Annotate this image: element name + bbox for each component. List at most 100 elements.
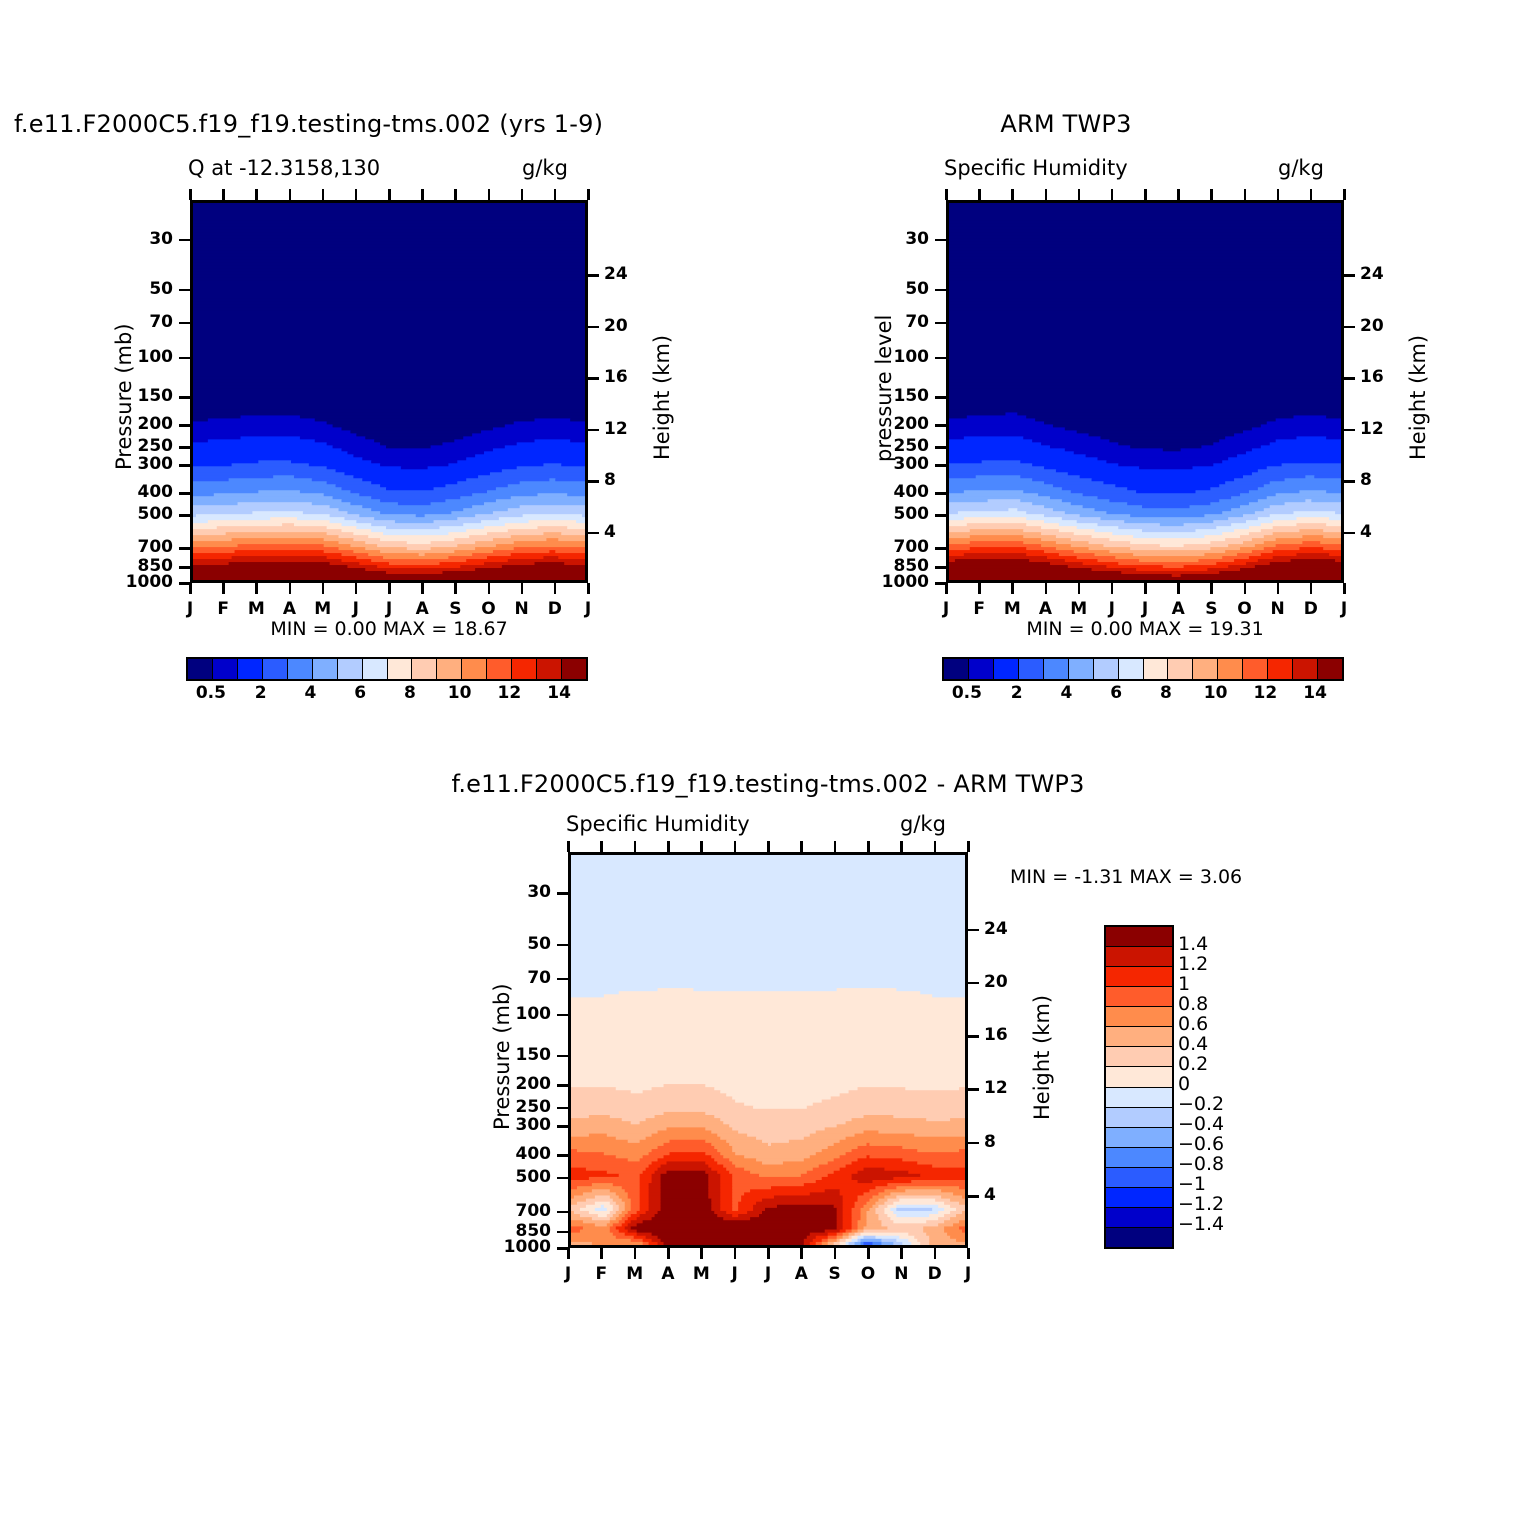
height-tick: [1344, 428, 1355, 432]
month-label: O: [481, 599, 496, 619]
bottom-tick: [1011, 583, 1014, 594]
colorbar-label: 14: [1303, 683, 1327, 703]
top-tick: [667, 841, 670, 852]
pressure-tick: [179, 396, 190, 399]
month-label: M: [314, 599, 332, 619]
colorbar-cell-5: [1068, 659, 1094, 679]
top-tick: [255, 189, 258, 200]
pressure-tick: [179, 356, 190, 360]
model-panel-subtitle: Q at -12.3158,130: [188, 156, 381, 180]
pressure-tick-label: 400: [893, 482, 930, 503]
colorbar-cell-14: [537, 659, 563, 679]
colorbar-cell-15: [562, 659, 586, 679]
colorbar-cell-4: [287, 659, 313, 679]
colorbar-cell-9: [412, 659, 438, 679]
pressure-tick-label: 500: [137, 504, 174, 525]
diff-legend-cell-13: [1106, 1187, 1172, 1208]
top-tick: [833, 841, 837, 852]
bottom-tick: [1243, 583, 1246, 594]
month-label: N: [514, 599, 529, 619]
bottom-tick: [1210, 583, 1213, 594]
month-label: J: [564, 1264, 572, 1284]
diff-legend-label: 0.4: [1178, 1033, 1209, 1055]
colorbar-cell-14: [1293, 659, 1319, 679]
diff-ylabel-height: Height (km): [1030, 994, 1054, 1120]
top-tick: [388, 189, 391, 200]
obs-colorbar-labels: 0.5 2 4 6 8 10 12 14: [942, 683, 1340, 709]
pressure-tick-label: 50: [905, 278, 929, 299]
pressure-tick: [557, 1210, 568, 1214]
pressure-tick-label: 30: [527, 882, 551, 903]
pressure-tick-label: 400: [137, 482, 174, 503]
height-tick-label: 8: [604, 470, 616, 491]
colorbar-label: 10: [1203, 683, 1228, 703]
bottom-tick: [978, 583, 981, 594]
obs-axis-ticks: J F M A M J J A S O N D J 30 50 70 100 150 200 250 300 400 500…: [882, 189, 1384, 619]
colorbar-cell-13: [1268, 659, 1294, 679]
bottom-tick: [1309, 583, 1313, 594]
diff-contour-canvas: [571, 855, 965, 1245]
top-tick: [1243, 189, 1246, 200]
height-tick: [968, 928, 979, 932]
top-tick: [1343, 189, 1346, 200]
diff-minmax: MIN = -1.31 MAX = 3.06: [1010, 866, 1243, 888]
bottom-tick: [600, 1248, 603, 1259]
bottom-tick: [967, 1248, 970, 1259]
height-tick-label: 4: [604, 521, 616, 542]
height-tick-label: 16: [604, 367, 628, 388]
bottom-tick: [553, 583, 557, 594]
pressure-tick-label: 500: [515, 1166, 552, 1187]
pressure-tick: [935, 514, 946, 517]
bottom-tick: [867, 1248, 870, 1259]
top-tick: [1011, 189, 1014, 200]
pressure-tick: [935, 356, 946, 360]
pressure-tick-label: 30: [905, 228, 929, 249]
month-label: A: [415, 599, 429, 619]
colorbar-label: 4: [1060, 683, 1073, 703]
pressure-tick-label: 700: [137, 537, 174, 558]
bottom-tick: [1177, 583, 1180, 594]
colorbar-label: 8: [1159, 683, 1172, 703]
obs-minmax: MIN = 0.00 MAX = 19.31: [1026, 618, 1264, 640]
pressure-tick: [179, 288, 190, 292]
colorbar-cell-1: [968, 659, 994, 679]
diff-legend-label: 0.8: [1178, 993, 1209, 1015]
colorbar-cell-9: [1168, 659, 1194, 679]
month-label: A: [282, 599, 297, 619]
pressure-tick: [935, 492, 946, 495]
pressure-tick: [557, 1125, 568, 1128]
month-label: M: [1003, 599, 1021, 619]
month-label: J: [942, 599, 950, 619]
diff-legend-cell-7: [1106, 1067, 1172, 1088]
colorbar-label: 0.5: [951, 683, 982, 703]
diff-legend-label: −0.6: [1178, 1133, 1225, 1155]
height-tick-label: 20: [604, 315, 628, 336]
model-axis-ticks: J F M A M J J A S O N D J 30 50 70 100 150 200 250 300 400 500…: [126, 189, 628, 619]
pressure-tick: [557, 1247, 568, 1250]
month-label: J: [1340, 599, 1348, 619]
height-tick: [1344, 377, 1355, 380]
diff-panel-units: g/kg: [900, 812, 946, 836]
bottom-tick: [288, 583, 291, 594]
height-tick-label: 4: [1360, 521, 1372, 542]
height-tick-label: 16: [984, 1025, 1008, 1046]
diff-legend-cell-12: [1106, 1167, 1172, 1188]
top-tick: [633, 841, 637, 852]
month-label: A: [794, 1264, 808, 1284]
pressure-tick: [557, 977, 568, 981]
diff-legend-cell-2: [1106, 967, 1172, 988]
month-label: D: [927, 1264, 942, 1284]
pressure-tick: [935, 288, 946, 292]
height-tick: [968, 1195, 979, 1198]
month-label: F: [595, 1264, 608, 1284]
pressure-tick: [935, 464, 946, 467]
colorbar-cell-13: [512, 659, 538, 679]
month-label: J: [352, 599, 359, 619]
colorbar-label: 6: [354, 683, 367, 703]
diff-legend-cell-0: [1106, 927, 1172, 948]
top-tick: [189, 189, 192, 200]
pressure-tick-label: 500: [893, 504, 930, 525]
colorbar-label: 6: [1110, 683, 1123, 703]
month-label: S: [449, 599, 462, 619]
colorbar-label: 0.5: [195, 683, 226, 703]
